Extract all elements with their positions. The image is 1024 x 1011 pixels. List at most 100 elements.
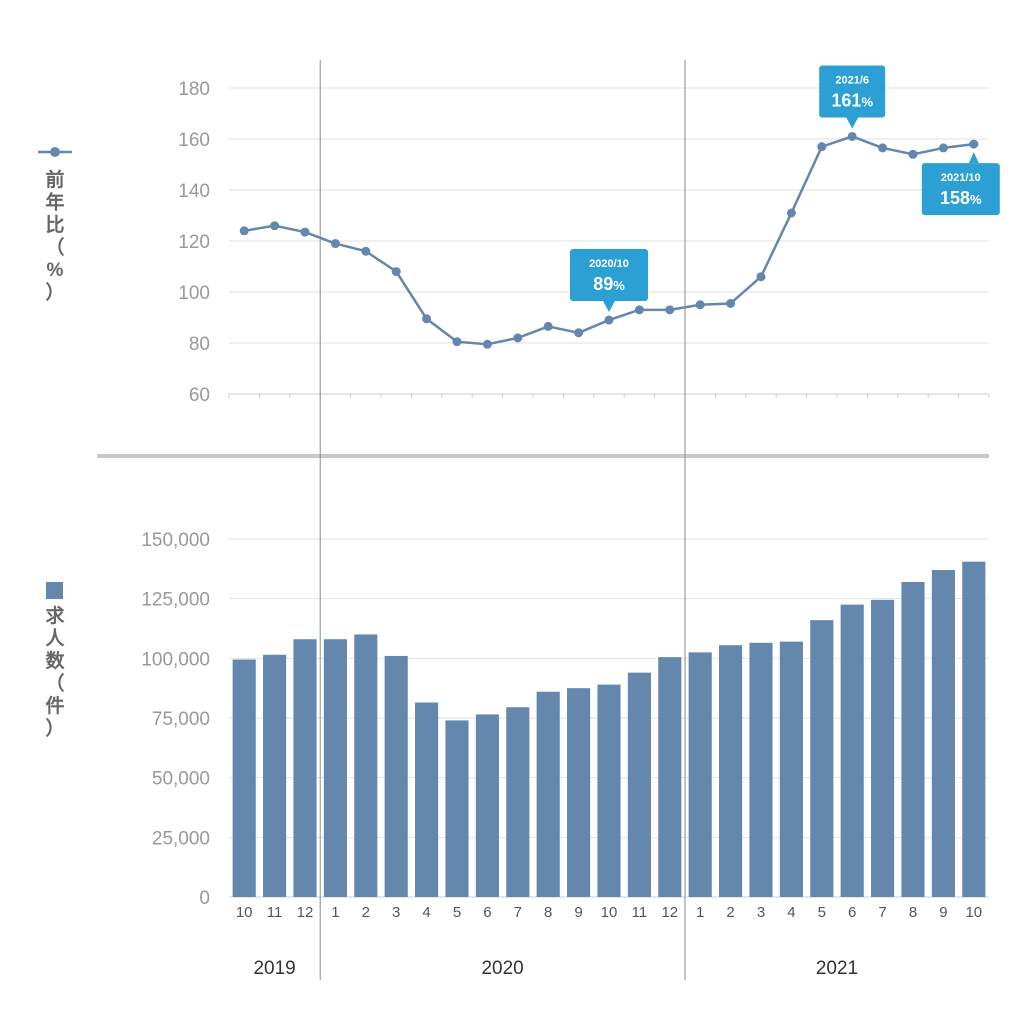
- line-y-tick-label: 140: [178, 181, 210, 202]
- line-point: [878, 143, 888, 153]
- x-tick-label: 10: [965, 904, 982, 921]
- x-tick-label: 10: [601, 904, 618, 921]
- y-axis-label-char: ）: [45, 717, 64, 740]
- callout: 2021/6 161%: [819, 65, 886, 129]
- line-y-tick-label: 100: [178, 283, 210, 304]
- y-axis-label-char: %: [47, 260, 64, 281]
- line-y-tick-label: 160: [178, 130, 210, 151]
- bar: [232, 659, 256, 897]
- bar: [263, 654, 287, 897]
- y-axis-label-char: 年: [45, 191, 64, 214]
- x-tick-label: 11: [632, 904, 648, 921]
- x-tick-label: 3: [757, 904, 765, 921]
- bar-y-tick-label: 50,000: [152, 769, 210, 790]
- callout-pointer: [603, 301, 615, 313]
- bar: [688, 652, 712, 897]
- bar: [931, 570, 955, 897]
- line-y-axis-label: 前年比（%）: [45, 168, 64, 304]
- line-point: [786, 208, 796, 218]
- x-tick-label: 1: [331, 904, 339, 921]
- line-point: [574, 328, 584, 338]
- callout-value-unit: %: [613, 278, 625, 293]
- line-point: [452, 337, 462, 347]
- line-y-tick-label: 120: [178, 232, 210, 253]
- line-point: [634, 305, 644, 315]
- callout: 2020/10 89%: [570, 249, 648, 313]
- callout-value-number: 89: [593, 274, 613, 294]
- line-point: [695, 300, 705, 310]
- yoy-line: [243, 135, 974, 346]
- callout-value-unit: %: [970, 192, 982, 207]
- line-point: [726, 298, 736, 308]
- y-axis-label-char: 前: [45, 168, 64, 191]
- x-tick-label: 10: [236, 904, 253, 921]
- bar-y-tick-label: 100,000: [141, 649, 210, 670]
- bar-y-tick-label: 75,000: [152, 709, 210, 730]
- line-y-tick-label: 80: [189, 334, 210, 355]
- callout-box: [921, 163, 1000, 216]
- line-point: [422, 314, 432, 324]
- callout-value: 89%: [593, 274, 625, 294]
- bar-legend: 求人数（件）: [45, 582, 65, 740]
- bar: [810, 620, 834, 897]
- line-point: [513, 333, 523, 343]
- callout-pointer: [846, 117, 859, 129]
- bar: [658, 657, 682, 897]
- bar: [901, 581, 925, 897]
- line-point: [908, 149, 918, 159]
- x-tick-label: 12: [297, 904, 314, 921]
- line-point: [361, 246, 371, 256]
- bar: [840, 604, 864, 897]
- x-tick-label: 9: [939, 904, 947, 921]
- bar: [475, 714, 499, 897]
- x-tick-label: 8: [909, 904, 917, 921]
- bar: [384, 655, 408, 897]
- year-label: 2020: [481, 958, 523, 979]
- bar: [323, 639, 347, 897]
- x-tick-label: 1: [696, 904, 704, 921]
- line-point: [756, 272, 766, 282]
- x-tick-label: 6: [483, 904, 491, 921]
- x-tick-label: 4: [787, 904, 795, 921]
- x-tick-label: 7: [878, 904, 886, 921]
- callout-date: 2021/6: [835, 74, 869, 86]
- callout-value-number: 158: [940, 188, 970, 208]
- bar: [597, 684, 621, 897]
- x-tick-label: 3: [392, 904, 400, 921]
- callout-date: 2020/10: [589, 258, 629, 270]
- bar: [779, 641, 803, 897]
- line-y-tick-label: 180: [178, 79, 210, 100]
- line-point: [391, 267, 401, 277]
- bar-y-tick-label: 125,000: [141, 590, 210, 611]
- x-tick-label: 2: [726, 904, 734, 921]
- line-point: [543, 321, 553, 331]
- x-tick-label: 12: [661, 904, 678, 921]
- bar-legend-swatch: [46, 582, 63, 599]
- callout-value: 158%: [940, 188, 982, 208]
- line-legend: 前年比（%）: [38, 147, 72, 304]
- y-axis-label-char: 求: [45, 604, 65, 627]
- line-y-tick-label: 60: [189, 385, 210, 406]
- callout-date: 2021/10: [941, 172, 981, 184]
- y-axis-label-char: ）: [45, 281, 64, 304]
- x-tick-label: 2: [362, 904, 370, 921]
- y-axis-label-char: 人: [45, 628, 65, 650]
- line-point: [969, 139, 979, 149]
- bar: [627, 672, 651, 897]
- x-tick-label: 6: [848, 904, 856, 921]
- bar: [445, 720, 469, 897]
- y-axis-label-char: 比: [45, 214, 64, 236]
- x-tick-label: 11: [267, 904, 283, 921]
- bar: [962, 561, 986, 897]
- bar: [506, 707, 530, 897]
- bar-y-axis-label: 求人数（件）: [45, 604, 65, 740]
- line-point: [604, 315, 614, 325]
- bar-y-tick-label: 0: [199, 888, 210, 909]
- callout-pointer: [968, 152, 979, 164]
- line-point: [300, 227, 310, 237]
- line-legend-marker: [50, 147, 60, 157]
- y-axis-label-char: （: [45, 672, 64, 695]
- bar: [354, 634, 378, 897]
